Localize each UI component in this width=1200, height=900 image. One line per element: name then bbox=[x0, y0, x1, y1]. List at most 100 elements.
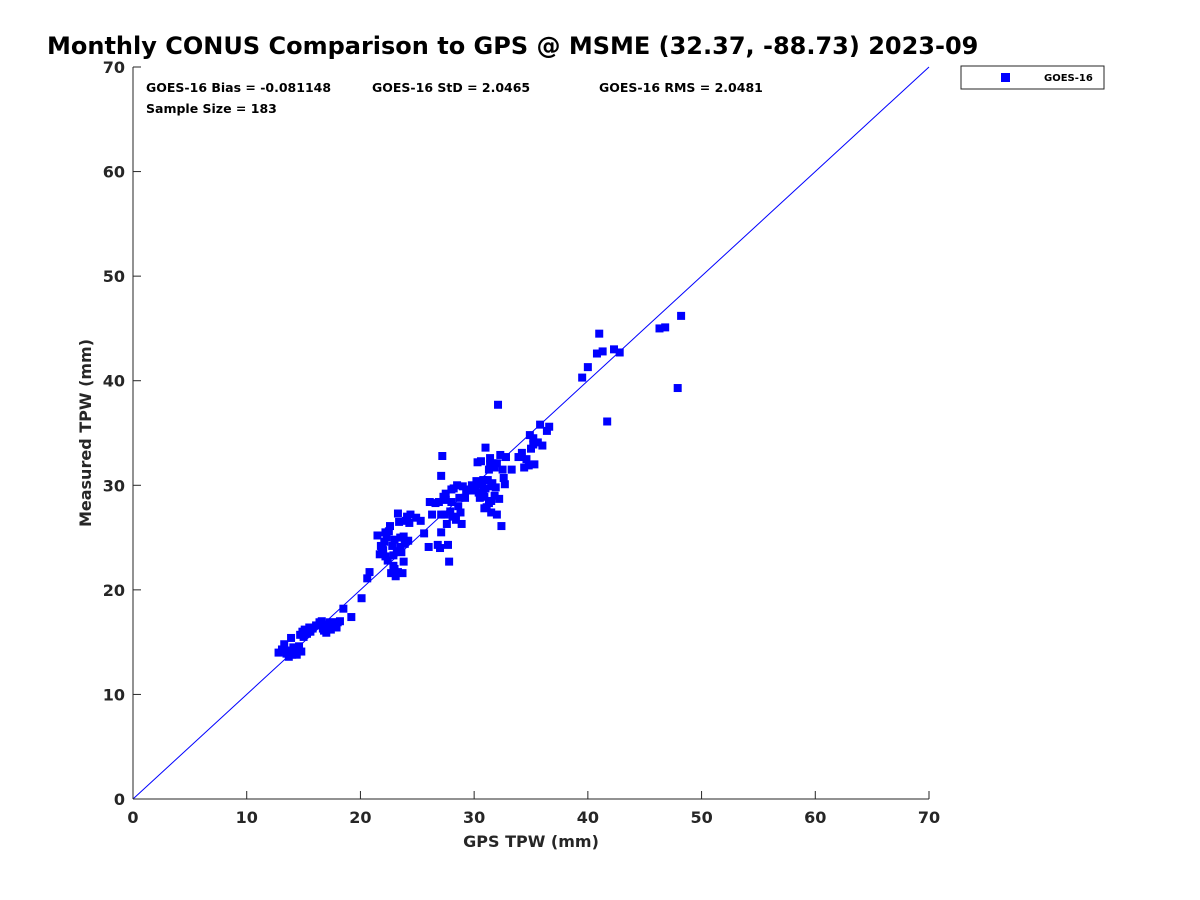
data-point bbox=[396, 542, 405, 551]
data-point bbox=[487, 496, 496, 505]
data-point bbox=[496, 450, 505, 459]
data-point bbox=[424, 542, 433, 551]
data-point bbox=[457, 519, 466, 528]
data-point bbox=[389, 561, 398, 570]
data-point bbox=[610, 345, 619, 354]
data-point bbox=[486, 454, 495, 463]
data-point bbox=[441, 495, 450, 504]
data-point bbox=[357, 594, 366, 603]
data-point bbox=[481, 443, 490, 452]
data-point bbox=[498, 465, 507, 474]
data-point bbox=[295, 642, 304, 651]
data-point bbox=[456, 508, 465, 517]
data-point bbox=[335, 617, 344, 626]
data-point bbox=[446, 507, 455, 516]
data-point bbox=[524, 461, 533, 470]
data-point bbox=[363, 574, 372, 583]
data-point bbox=[677, 311, 686, 320]
data-point bbox=[481, 484, 490, 493]
y-tick-label: 0 bbox=[114, 790, 125, 809]
y-tick-label: 60 bbox=[103, 163, 125, 182]
data-point bbox=[398, 569, 407, 578]
data-point bbox=[445, 557, 454, 566]
data-point bbox=[480, 492, 489, 501]
data-point bbox=[396, 533, 405, 542]
data-point bbox=[520, 463, 529, 472]
data-point bbox=[476, 457, 485, 466]
x-tick-label: 60 bbox=[804, 808, 826, 827]
data-point bbox=[507, 465, 516, 474]
legend-marker bbox=[1001, 73, 1010, 82]
data-point bbox=[399, 557, 408, 566]
data-point bbox=[472, 477, 481, 486]
x-tick-label: 50 bbox=[690, 808, 712, 827]
data-point bbox=[655, 324, 664, 333]
data-point bbox=[578, 373, 587, 382]
data-point bbox=[598, 347, 607, 356]
data-point bbox=[453, 481, 462, 490]
data-point bbox=[393, 509, 402, 518]
x-tick-label: 70 bbox=[918, 808, 940, 827]
data-point bbox=[381, 528, 390, 537]
plot-area bbox=[132, 67, 929, 800]
y-axis-label: Measured TPW (mm) bbox=[76, 339, 95, 527]
y-tick-label: 40 bbox=[103, 372, 125, 391]
x-tick-label: 0 bbox=[127, 808, 138, 827]
data-point bbox=[437, 510, 446, 519]
data-point bbox=[595, 329, 604, 338]
data-point bbox=[471, 483, 480, 492]
data-point bbox=[389, 551, 398, 560]
stat-rms: GOES-16 RMS = 2.0481 bbox=[599, 80, 763, 95]
data-point bbox=[332, 623, 341, 632]
legend: GOES-16 bbox=[960, 65, 1105, 90]
data-point bbox=[492, 459, 501, 468]
data-point bbox=[461, 493, 470, 502]
data-point bbox=[380, 537, 389, 546]
data-point bbox=[447, 485, 456, 494]
data-point bbox=[391, 572, 400, 581]
data-point bbox=[592, 349, 601, 358]
data-point bbox=[420, 529, 429, 538]
data-point bbox=[347, 613, 356, 622]
data-point bbox=[499, 473, 508, 482]
data-point bbox=[385, 522, 394, 531]
data-point bbox=[405, 518, 414, 527]
data-point bbox=[661, 323, 670, 332]
data-point bbox=[277, 645, 286, 654]
data-point bbox=[530, 460, 539, 469]
data-point bbox=[494, 400, 503, 409]
data-point bbox=[545, 422, 554, 431]
stat-bias: GOES-16 Bias = -0.081148 bbox=[146, 80, 331, 95]
data-point bbox=[447, 498, 456, 507]
data-point bbox=[462, 486, 471, 495]
data-point bbox=[673, 384, 682, 393]
x-tick-label: 20 bbox=[349, 808, 371, 827]
data-point bbox=[390, 535, 399, 544]
data-point bbox=[431, 499, 440, 508]
legend-box bbox=[960, 65, 1105, 90]
data-point bbox=[382, 533, 391, 542]
data-point bbox=[490, 491, 499, 500]
data-point bbox=[482, 503, 491, 512]
data-point bbox=[500, 480, 509, 489]
data-point bbox=[318, 624, 327, 633]
stat-std: GOES-16 StD = 2.0465 bbox=[372, 80, 530, 95]
data-point bbox=[442, 519, 451, 528]
data-point bbox=[583, 363, 592, 372]
data-point bbox=[437, 528, 446, 537]
data-point bbox=[388, 541, 397, 550]
data-point bbox=[603, 417, 612, 426]
data-point bbox=[379, 546, 388, 555]
data-point bbox=[495, 494, 504, 503]
legend-label: GOES-16 bbox=[1044, 73, 1093, 84]
data-point bbox=[538, 441, 547, 450]
x-tick-label: 10 bbox=[236, 808, 258, 827]
y-tick-label: 10 bbox=[103, 685, 125, 704]
data-point bbox=[300, 625, 309, 634]
data-point bbox=[501, 453, 510, 462]
data-point bbox=[529, 440, 538, 449]
x-axis-label: GPS TPW (mm) bbox=[463, 832, 599, 851]
data-point bbox=[287, 649, 296, 658]
data-point bbox=[280, 640, 289, 649]
